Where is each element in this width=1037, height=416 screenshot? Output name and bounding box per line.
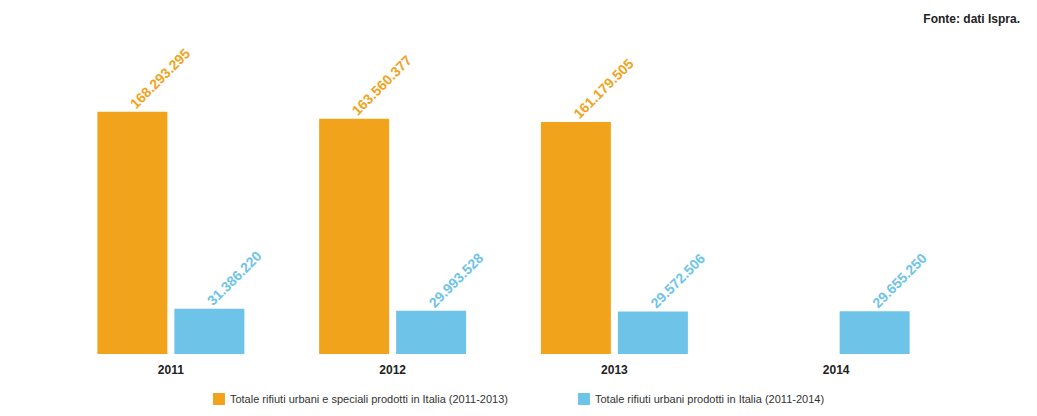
svg-text:2011: 2011: [158, 363, 184, 377]
svg-text:29.655.250: 29.655.250: [869, 250, 930, 311]
svg-text:163.560.377: 163.560.377: [348, 52, 414, 118]
svg-text:2013: 2013: [601, 363, 628, 377]
svg-text:Totale rifiuti urbani prodotti: Totale rifiuti urbani prodotti in Italia…: [595, 393, 824, 405]
svg-text:31.386.220: 31.386.220: [204, 248, 265, 309]
svg-text:29.572.506: 29.572.506: [647, 250, 708, 311]
svg-text:Totale rifiuti urbani e specia: Totale rifiuti urbani e speciali prodott…: [230, 393, 508, 405]
svg-text:2012: 2012: [379, 363, 406, 377]
svg-text:161.179.505: 161.179.505: [570, 55, 636, 121]
svg-text:Fonte: dati Ispra.: Fonte: dati Ispra.: [923, 12, 1020, 26]
svg-text:2014: 2014: [823, 363, 850, 377]
svg-text:29.993.528: 29.993.528: [425, 250, 486, 311]
svg-text:168.293.295: 168.293.295: [127, 45, 193, 111]
